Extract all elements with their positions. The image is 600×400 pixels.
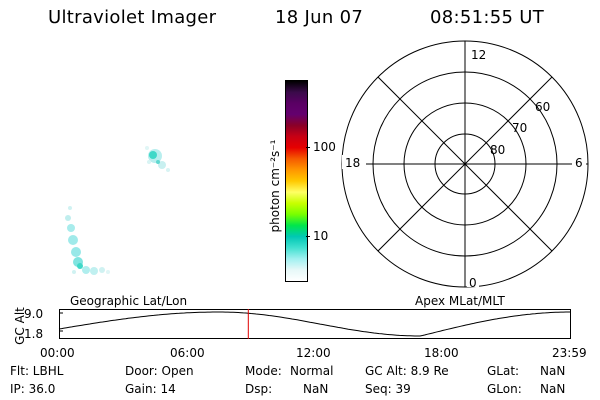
time-tick-2359: 23:59 [552,346,587,360]
lat-label-70: 70 [512,121,527,135]
altitude-plot [58,309,571,339]
colorbar-tick-label-100: 100 [313,140,336,154]
ip-info: IP: 36.0 [10,382,56,396]
date-label: 18 Jun 07 [275,7,364,28]
colorbar-gradient [286,81,307,281]
glat-label: GLat: [487,364,520,378]
time-tick-1800: 18:00 [424,346,459,360]
colorbar-tick-100 [306,147,310,148]
geographic-label: Geographic Lat/Lon [70,294,188,308]
time-tick-0000: 00:00 [40,346,75,360]
dsp-value: NaN [303,382,329,396]
mode-value: Normal [290,364,334,378]
time-tick-0600: 06:00 [170,346,205,360]
mode-label: Mode: [245,364,282,378]
geographic-image-panel [65,146,170,275]
glat-value: NaN [540,364,566,378]
altitude-axis-label: GC Alt [13,307,27,345]
lat-label-60: 60 [535,100,550,114]
instrument-title: Ultraviolet Imager [48,7,217,28]
altitude-tick-9: 9.0 [24,307,44,321]
altitude-tick-1-8: 1.8 [24,327,44,341]
colorbar-tick-10 [306,236,310,237]
aurora-emission-blob-upper [145,146,170,172]
filter-info: Flt: LBHL [10,364,64,378]
glon-label: GLon: [487,382,522,396]
lat-label-80: 80 [490,143,505,157]
gain-info: Gain: 14 [125,382,176,396]
sequence-info: Seq: 39 [365,382,411,396]
intensity-colorbar [285,80,308,282]
aurora-emission-arc-lower [65,206,110,275]
dsp-label: Dsp: [245,382,273,396]
gc-altitude-info: GC Alt: 8.9 Re [365,364,449,378]
mlt-label-0: 0 [469,276,477,290]
colorbar-tick-label-10: 10 [313,229,329,243]
mlt-label-18: 18 [345,156,360,170]
colorbar-unit-label: photon cm⁻²s⁻¹ [268,139,282,233]
altitude-plot-frame [59,309,571,339]
altitude-orbit-curve [58,311,571,337]
time-label: 08:51:55 UT [430,7,545,28]
polar-diagonal-2 [377,76,553,252]
door-info: Door: Open [125,364,194,378]
apex-label: Apex MLat/MLT [415,294,505,308]
time-tick-1200: 12:00 [296,346,331,360]
mlt-label-6: 6 [575,156,583,170]
mlt-label-12: 12 [471,48,486,62]
glon-value: NaN [540,382,566,396]
polar-plot: 12 18 6 0 60 70 80 [341,40,589,290]
